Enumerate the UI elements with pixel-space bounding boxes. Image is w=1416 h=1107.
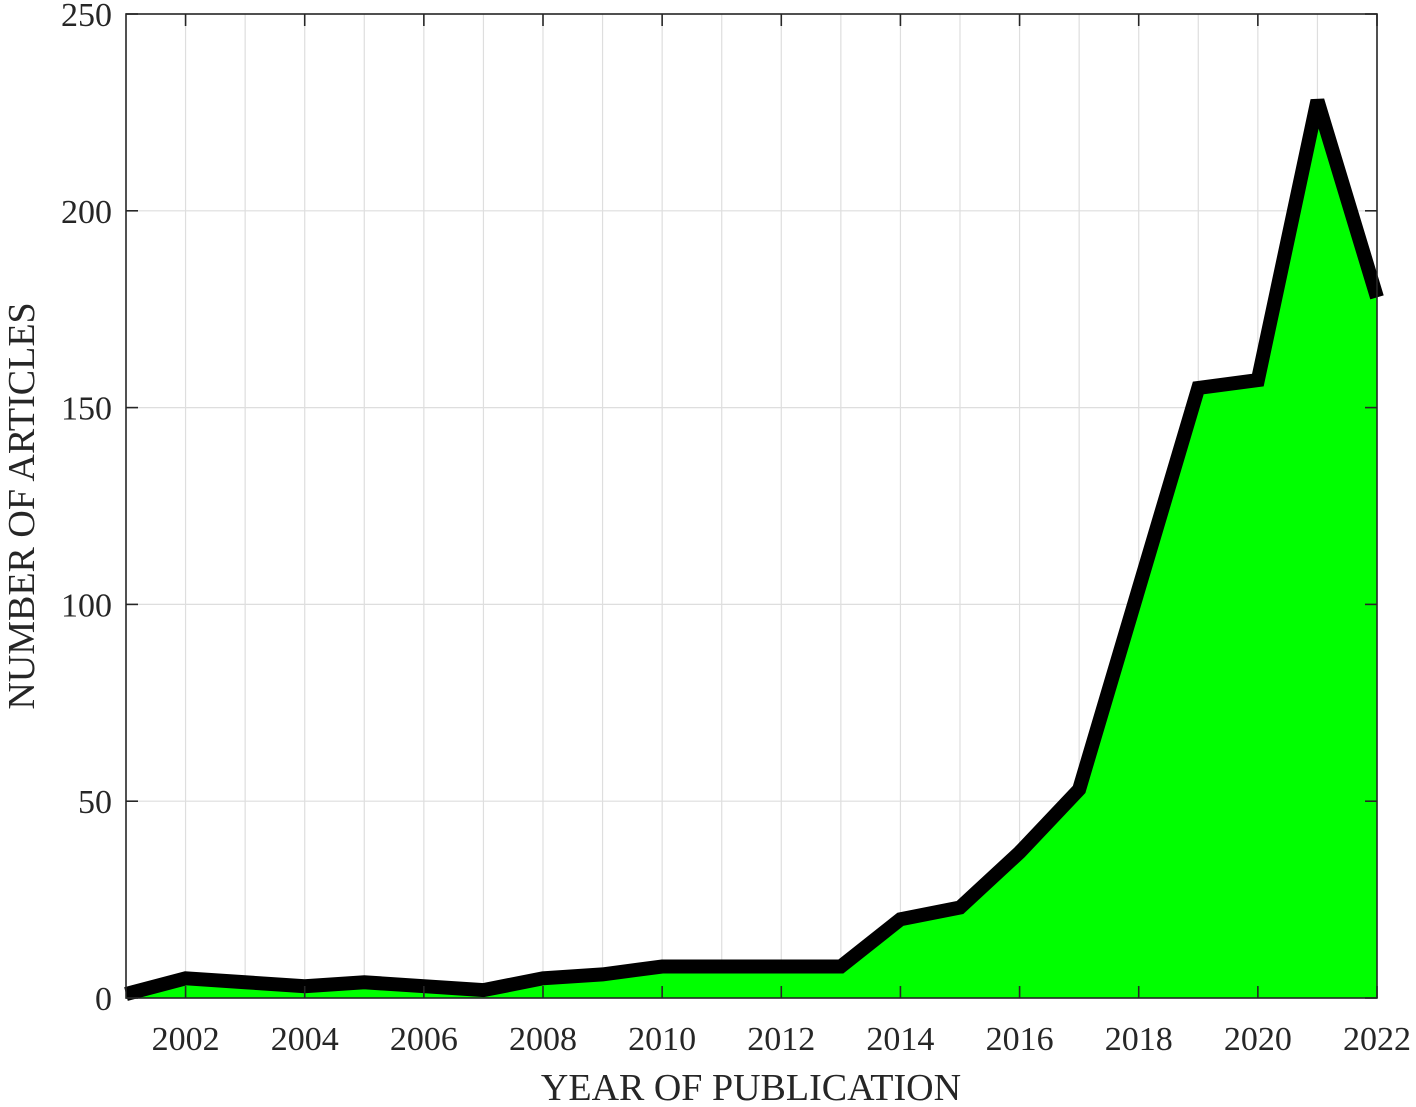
x-tick-label: 2020 (1224, 1021, 1292, 1058)
y-tick-label: 200 (61, 194, 112, 231)
y-axis-label: NUMBER OF ARTICLES (1, 302, 43, 709)
x-tick-label: 2018 (1105, 1021, 1173, 1058)
y-tick-label: 100 (61, 587, 112, 624)
tick-labels: 2002 2004 2006 2008 2010 2012 2014 2016 2018 2020… (61, 0, 1411, 1058)
x-tick-label: 2014 (866, 1021, 934, 1058)
axes-box (125, 13, 1378, 999)
x-tick-label: 2010 (628, 1021, 696, 1058)
x-axis-label: YEAR OF PUBLICATION (541, 1067, 961, 1107)
y-tick-label: 0 (95, 981, 112, 1018)
x-tick-label: 2006 (390, 1021, 458, 1058)
series-line (124, 98, 1384, 1001)
axes (125, 13, 1378, 999)
x-tick-label: 2008 (509, 1021, 577, 1058)
x-tick-label: 2022 (1343, 1021, 1411, 1058)
x-tick-label: 2002 (152, 1021, 220, 1058)
y-tick-label: 250 (61, 0, 112, 34)
x-tick-label: 2012 (747, 1021, 815, 1058)
area-fill (126, 100, 1377, 999)
x-tick-label: 2016 (986, 1021, 1054, 1058)
x-tick-label: 2004 (271, 1021, 339, 1058)
y-tick-label: 50 (78, 784, 112, 821)
plot-area (124, 98, 1384, 1001)
y-tick-label: 150 (61, 391, 112, 428)
